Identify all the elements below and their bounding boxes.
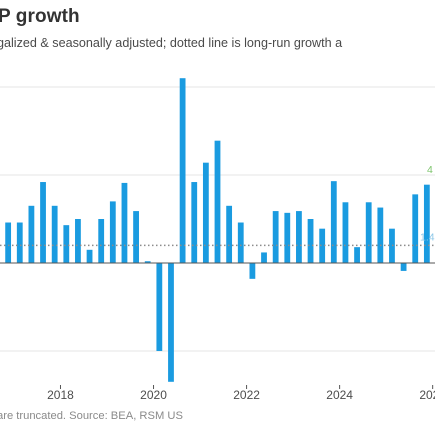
bar-2017Q2 xyxy=(28,205,35,263)
bar-2024Q4 xyxy=(377,207,384,263)
x-tick-label-2018: 2018 xyxy=(47,388,74,402)
bar-2021Q2 xyxy=(214,140,221,263)
trend-line-label: 1.4 xyxy=(420,231,435,243)
bar-2016Q4 xyxy=(5,222,12,263)
bar-2018Q4 xyxy=(98,219,105,263)
bar-2018Q1 xyxy=(63,225,70,263)
bar-2022Q4 xyxy=(284,212,291,263)
bar-2024Q1 xyxy=(342,202,349,263)
bar-2021Q1 xyxy=(202,162,209,263)
bar-2020Q4 xyxy=(191,182,198,263)
bar-layer xyxy=(5,78,430,382)
bar-2023Q2 xyxy=(307,219,314,263)
bar-2017Q3 xyxy=(40,182,46,263)
bar-2024Q2 xyxy=(354,247,360,263)
reference-layer: 1.44 xyxy=(0,164,435,247)
chart-source: are truncated. Source: BEA, RSM US xyxy=(0,410,183,422)
bar-2017Q1 xyxy=(16,222,23,263)
bar-2018Q2 xyxy=(75,219,81,263)
value-annotation: 4 xyxy=(427,164,433,176)
bar-2021Q4 xyxy=(237,222,244,263)
bar-2025Q2 xyxy=(400,263,407,271)
bar-2022Q2 xyxy=(261,252,267,263)
bar-2019Q3 xyxy=(133,211,139,263)
bar-2023Q1 xyxy=(296,211,302,263)
x-tick-label-2022: 2022 xyxy=(233,388,260,402)
x-tick-label-2026: 2026 xyxy=(419,388,435,402)
bar-2020Q2 xyxy=(168,263,174,382)
chart-title: P growth xyxy=(0,6,80,27)
bar-2020Q3 xyxy=(179,78,186,263)
bar-2017Q4 xyxy=(51,205,58,263)
chart-subtitle: galized & seasonally adjusted; dotted li… xyxy=(0,36,343,50)
bar-2018Q3 xyxy=(86,249,93,263)
bar-2019Q1 xyxy=(109,201,116,263)
bar-2020Q1 xyxy=(156,263,163,351)
bar-2021Q3 xyxy=(226,205,233,263)
bar-2019Q2 xyxy=(121,182,128,263)
bar-2022Q1 xyxy=(249,263,256,279)
bar-2022Q3 xyxy=(272,211,279,263)
axis-layer: 2018 2020 2022 2024 2026 xyxy=(0,262,435,402)
x-tick-label-2020: 2020 xyxy=(140,388,167,402)
bar-2024Q3 xyxy=(365,202,372,263)
bar-2023Q3 xyxy=(319,228,326,263)
bar-2025Q4 xyxy=(423,184,430,263)
x-tick-label-2024: 2024 xyxy=(326,388,353,402)
bar-2023Q4 xyxy=(330,181,337,263)
bar-2025Q1 xyxy=(389,228,395,263)
bar-2025Q3 xyxy=(412,194,419,263)
bar-2019Q4 xyxy=(144,261,151,263)
